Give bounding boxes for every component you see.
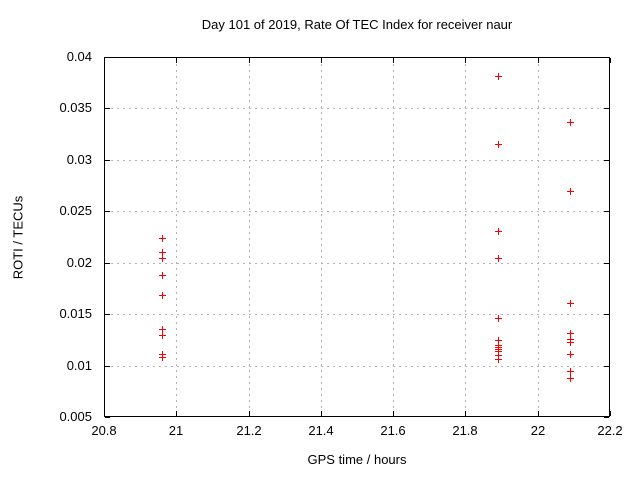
y-tick-label: 0.03 bbox=[66, 152, 92, 167]
x-tick-label: 21.6 bbox=[380, 423, 406, 438]
x-tick-mark-bottom bbox=[538, 411, 539, 416]
data-point-marker bbox=[495, 352, 502, 359]
x-tick-mark-top bbox=[393, 58, 394, 63]
data-point-marker bbox=[159, 354, 166, 361]
gridline-vertical bbox=[465, 58, 466, 416]
x-tick-mark-bottom bbox=[249, 411, 250, 416]
y-tick-mark-left bbox=[105, 263, 110, 264]
y-tick-mark-right bbox=[604, 160, 609, 161]
data-point-marker bbox=[159, 292, 166, 299]
plot-area bbox=[104, 57, 610, 417]
data-point-marker bbox=[495, 337, 502, 344]
data-point-marker bbox=[495, 73, 502, 80]
chart-title: Day 101 of 2019, Rate Of TEC Index for r… bbox=[201, 17, 513, 32]
gridline-horizontal bbox=[105, 160, 609, 161]
y-tick-label: 0.02 bbox=[66, 255, 92, 270]
data-point-marker bbox=[567, 300, 574, 307]
data-point-marker bbox=[159, 235, 166, 242]
x-tick-mark-bottom bbox=[321, 411, 322, 416]
gridline-horizontal bbox=[105, 263, 609, 264]
x-tick-mark-top bbox=[176, 58, 177, 63]
data-point-marker bbox=[159, 255, 166, 262]
data-point-marker bbox=[159, 272, 166, 279]
x-tick-mark-top bbox=[538, 58, 539, 63]
x-tick-label: 21.2 bbox=[236, 423, 262, 438]
x-axis-label: GPS time / hours bbox=[307, 452, 407, 467]
data-point-marker bbox=[567, 375, 574, 382]
y-tick-mark-right bbox=[604, 417, 609, 418]
data-point-marker bbox=[567, 339, 574, 346]
y-tick-mark-right bbox=[604, 211, 609, 212]
y-tick-mark-left bbox=[105, 211, 110, 212]
data-point-marker bbox=[567, 368, 574, 375]
data-point-marker bbox=[495, 255, 502, 262]
y-tick-mark-right bbox=[604, 314, 609, 315]
y-tick-mark-left bbox=[105, 314, 110, 315]
data-point-marker bbox=[495, 141, 502, 148]
x-tick-mark-top bbox=[249, 58, 250, 63]
data-point-marker bbox=[495, 348, 502, 355]
x-tick-label: 21.8 bbox=[452, 423, 478, 438]
x-tick-label: 21 bbox=[168, 423, 184, 438]
y-tick-mark-right bbox=[604, 366, 609, 367]
gridline-vertical bbox=[321, 58, 322, 416]
y-tick-label: 0.035 bbox=[59, 100, 92, 115]
data-point-marker bbox=[567, 330, 574, 337]
data-point-marker bbox=[495, 356, 502, 363]
y-tick-mark-right bbox=[604, 57, 609, 58]
y-tick-label: 0.04 bbox=[66, 49, 92, 64]
x-tick-mark-bottom bbox=[610, 411, 611, 416]
y-tick-mark-right bbox=[604, 108, 609, 109]
data-point-marker bbox=[495, 228, 502, 235]
data-point-marker bbox=[159, 326, 166, 333]
y-tick-mark-left bbox=[105, 160, 110, 161]
y-axis-label: ROTI / TECUs bbox=[10, 195, 26, 279]
gridline-horizontal bbox=[105, 366, 609, 367]
y-tick-label: 0.015 bbox=[59, 306, 92, 321]
x-tick-mark-top bbox=[465, 58, 466, 63]
data-point-marker bbox=[567, 119, 574, 126]
y-tick-mark-right bbox=[604, 263, 609, 264]
x-tick-label: 22 bbox=[530, 423, 546, 438]
gridline-vertical bbox=[538, 58, 539, 416]
data-point-marker bbox=[159, 249, 166, 256]
x-tick-label: 20.8 bbox=[91, 423, 117, 438]
data-point-marker bbox=[567, 188, 574, 195]
x-tick-mark-top bbox=[104, 58, 105, 63]
y-tick-mark-left bbox=[105, 366, 110, 367]
x-tick-mark-top bbox=[610, 58, 611, 63]
gridline-vertical bbox=[176, 58, 177, 416]
y-tick-mark-left bbox=[105, 417, 110, 418]
data-point-marker bbox=[159, 332, 166, 339]
data-point-marker bbox=[567, 351, 574, 358]
x-tick-mark-bottom bbox=[465, 411, 466, 416]
gridline-horizontal bbox=[105, 108, 609, 109]
data-point-marker bbox=[495, 315, 502, 322]
gridline-horizontal bbox=[105, 211, 609, 212]
y-tick-label: 0.025 bbox=[59, 203, 92, 218]
y-tick-label: 0.005 bbox=[59, 409, 92, 424]
x-tick-mark-top bbox=[321, 58, 322, 63]
y-tick-mark-left bbox=[105, 108, 110, 109]
x-tick-mark-bottom bbox=[104, 411, 105, 416]
x-tick-label: 21.4 bbox=[308, 423, 334, 438]
gridline-vertical bbox=[393, 58, 394, 416]
y-tick-label: 0.01 bbox=[66, 358, 92, 373]
x-tick-mark-bottom bbox=[176, 411, 177, 416]
x-tick-mark-bottom bbox=[393, 411, 394, 416]
gridline-horizontal bbox=[105, 314, 609, 315]
y-tick-mark-left bbox=[105, 57, 110, 58]
gridline-vertical bbox=[249, 58, 250, 416]
x-tick-label: 22.2 bbox=[597, 423, 623, 438]
